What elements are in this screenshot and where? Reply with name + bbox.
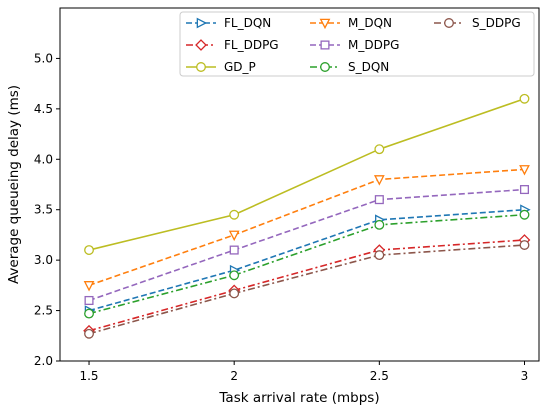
x-tick-label: 2 <box>230 369 238 383</box>
data-point-gd-p <box>519 93 530 104</box>
series-gd-p <box>84 93 530 256</box>
legend-item-s-dqn: S_DQN <box>310 60 389 74</box>
y-tick-label: 3.0 <box>34 253 53 267</box>
data-point-s-dqn <box>519 209 530 220</box>
series-line-gd-p <box>88 98 525 251</box>
legend: FL_DQN FL_DDPG GD_P M_DQN M_DDPG S_DQN S_DDPG <box>179 11 535 77</box>
legend-frame <box>179 11 535 77</box>
data-point-gd-p <box>84 245 94 256</box>
legend-marker <box>196 62 206 72</box>
x-axis-title: Task arrival rate (mbps) <box>218 390 379 406</box>
legend-label: FL_DDPG <box>224 38 279 52</box>
legend-marker <box>320 40 330 50</box>
legend-marker <box>444 18 454 28</box>
data-point-m-ddpg <box>374 195 384 205</box>
data-point-s-ddpg <box>84 328 94 339</box>
legend-label: GD_P <box>224 60 256 74</box>
legend-label: M_DQN <box>348 16 392 30</box>
x-tick-label: 1.5 <box>79 369 98 383</box>
series-line-fl-dqn <box>88 208 525 312</box>
data-point-s-dqn <box>229 270 240 281</box>
data-point-m-ddpg <box>519 185 530 195</box>
legend-item-m-dqn: M_DQN <box>310 16 392 30</box>
y-axis-title: Average queueing delay (ms) <box>6 85 22 284</box>
series-line-m-ddpg <box>88 188 525 302</box>
legend-item-m-ddpg: M_DDPG <box>310 38 399 52</box>
data-point-m-dqn <box>373 175 385 186</box>
x-tick-label: 3 <box>521 369 529 383</box>
data-point-m-dqn <box>228 230 240 242</box>
series-m-dqn <box>83 165 530 292</box>
y-tick-label: 2.0 <box>34 354 53 368</box>
legend-item-fl-ddpg: FL_DDPG <box>186 38 279 52</box>
legend-marker <box>320 62 330 72</box>
legend-item-gd-p: GD_P <box>186 60 256 74</box>
series-s-ddpg <box>84 240 530 339</box>
series-line-s-dqn <box>88 213 525 315</box>
data-point-s-dqn <box>84 308 94 319</box>
legend-marker <box>319 18 331 30</box>
data-point-m-ddpg <box>84 295 94 306</box>
y-tick-label: 4.5 <box>34 102 53 116</box>
legend-marker <box>195 39 207 51</box>
plot-frame <box>59 7 540 362</box>
legend-marker <box>196 17 208 29</box>
data-point-m-dqn <box>83 281 95 292</box>
legend-item-fl-dqn: FL_DQN <box>186 16 271 30</box>
series-m-ddpg <box>84 185 530 306</box>
series-line-m-dqn <box>88 168 525 287</box>
legend-label: S_DDPG <box>472 16 521 30</box>
legend-label: FL_DQN <box>224 16 271 30</box>
legend-label: S_DQN <box>348 60 389 74</box>
y-tick-label: 2.5 <box>34 304 53 318</box>
data-point-m-dqn <box>519 165 530 176</box>
data-point-m-ddpg <box>229 245 239 255</box>
legend-item-s-ddpg: S_DDPG <box>434 16 521 30</box>
x-tick-label: 2.5 <box>370 369 389 383</box>
series-line-fl-ddpg <box>88 239 525 332</box>
y-tick-label: 4.0 <box>34 152 53 166</box>
data-point-s-ddpg <box>229 288 240 299</box>
series-s-dqn <box>84 209 530 319</box>
y-tick-label: 3.5 <box>34 203 53 217</box>
data-point-s-ddpg <box>519 240 530 250</box>
data-point-gd-p <box>229 209 240 220</box>
series-line-s-ddpg <box>88 244 525 335</box>
data-point-s-ddpg <box>374 250 385 261</box>
series-fl-dqn <box>84 204 531 316</box>
data-point-s-dqn <box>374 219 385 230</box>
legend-label: M_DDPG <box>348 38 399 52</box>
series-group <box>83 93 531 339</box>
y-tick-label: 5.0 <box>34 51 53 65</box>
data-point-gd-p <box>374 144 385 155</box>
axes: 1.5 2 2.5 3 2.0 2.5 3.0 3.5 4.0 4.5 5.0 Task arriva… <box>6 7 540 406</box>
